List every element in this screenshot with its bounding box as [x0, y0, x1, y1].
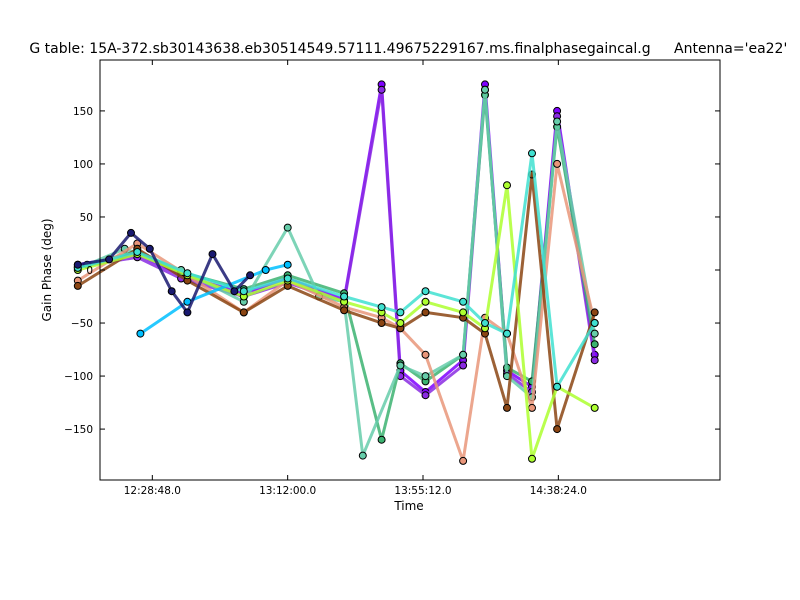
- data-point: [183, 308, 192, 317]
- data-point: [377, 319, 386, 327]
- data-point: [230, 287, 239, 296]
- data-point: [590, 319, 599, 327]
- data-point: [459, 350, 468, 359]
- data-point: [590, 308, 599, 317]
- data-point: [528, 403, 536, 412]
- data-point: [136, 329, 145, 338]
- x-tick-label: 13:55:12.0: [394, 485, 451, 497]
- data-point: [553, 159, 562, 168]
- data-point: [396, 361, 405, 370]
- series-3: [73, 91, 599, 444]
- series-line: [77, 88, 597, 397]
- x-tick-label: 14:38:24.0: [530, 485, 587, 497]
- series-layer: [73, 80, 599, 465]
- data-point: [459, 456, 468, 465]
- y-axis: 150 100 50 0 −50 −100 −150: [64, 106, 720, 436]
- x-tick-label: 12:28:48.0: [124, 485, 181, 497]
- data-point: [553, 425, 562, 434]
- x-axis: 12:28:48.0 13:12:00.0 13:55:12.0 14:38:24.0: [124, 60, 587, 497]
- data-point: [421, 308, 430, 317]
- data-point: [421, 350, 430, 359]
- y-tick-label: −150: [64, 424, 93, 436]
- series-line: [77, 82, 597, 394]
- data-point: [358, 451, 367, 460]
- data-point: [340, 292, 349, 301]
- y-tick-label: −50: [71, 318, 93, 330]
- series-10: [73, 228, 255, 317]
- y-tick-label: 50: [80, 212, 93, 224]
- antenna-label: Antenna='ea22': [674, 41, 787, 57]
- series-7: [73, 181, 599, 463]
- data-point: [481, 319, 489, 327]
- series-6: [73, 170, 599, 434]
- y-tick-label: 150: [73, 106, 93, 118]
- data-point: [396, 308, 405, 317]
- data-point: [105, 255, 114, 264]
- data-point: [553, 382, 562, 391]
- data-point: [421, 287, 430, 296]
- plot-frame: [99, 59, 721, 481]
- y-tick-label: −100: [64, 371, 93, 383]
- data-point: [459, 297, 468, 306]
- data-point: [261, 266, 270, 274]
- x-axis-label: Time: [393, 499, 423, 513]
- y-axis-label: Gain Phase (deg): [40, 218, 54, 321]
- data-point: [503, 181, 511, 190]
- data-point: [553, 117, 562, 126]
- data-point: [377, 85, 386, 94]
- data-point: [590, 329, 599, 338]
- chart-title: G table: 15A-372.sb30143638.eb30514549.5…: [29, 41, 650, 57]
- series-9: [73, 149, 599, 391]
- series-line: [77, 151, 596, 389]
- data-point: [340, 306, 349, 315]
- data-point: [528, 454, 536, 463]
- data-point: [377, 303, 386, 312]
- data-point: [590, 356, 599, 365]
- data-point: [127, 228, 135, 237]
- data-point: [528, 149, 536, 158]
- data-point: [73, 260, 82, 269]
- data-point: [421, 372, 430, 381]
- data-point: [283, 260, 292, 269]
- data-point: [421, 297, 430, 306]
- data-point: [145, 244, 154, 253]
- data-point: [239, 287, 248, 296]
- data-point: [239, 308, 248, 317]
- plot-area: [73, 59, 721, 481]
- data-point: [377, 435, 386, 444]
- data-point: [208, 250, 217, 259]
- data-point: [73, 281, 82, 290]
- data-point: [590, 403, 599, 412]
- data-point: [283, 223, 292, 232]
- data-point: [503, 403, 511, 412]
- data-point: [246, 271, 255, 280]
- data-point: [133, 248, 142, 256]
- data-point: [481, 85, 489, 94]
- data-point: [167, 287, 176, 296]
- x-tick-label: 13:12:00.0: [259, 485, 316, 497]
- y-tick-label: 0: [86, 265, 93, 277]
- data-point: [459, 361, 468, 370]
- data-point: [396, 319, 405, 327]
- data-point: [421, 391, 430, 400]
- data-point: [590, 340, 599, 349]
- data-point: [283, 274, 292, 283]
- data-point: [459, 308, 468, 317]
- y-tick-label: 100: [73, 159, 93, 171]
- data-point: [183, 269, 192, 278]
- data-point: [503, 329, 511, 338]
